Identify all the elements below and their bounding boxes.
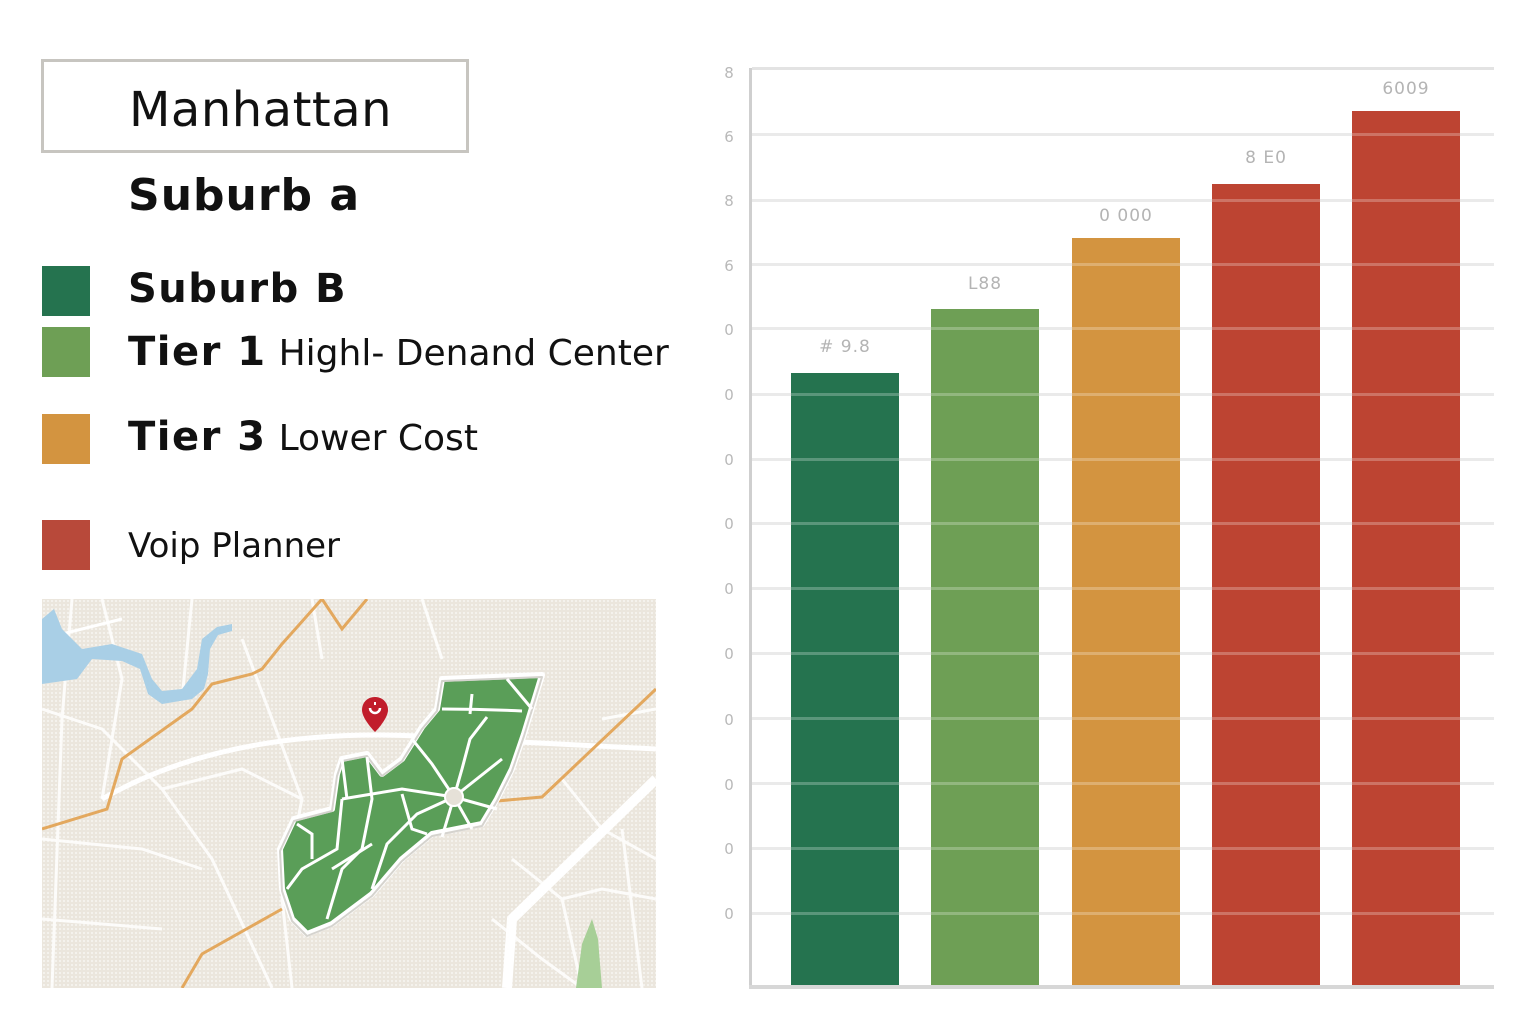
gridline-overlay	[752, 652, 1494, 655]
highlighted-district	[277, 672, 545, 937]
y-tick-label: 6	[724, 257, 734, 275]
district-map[interactable]	[42, 599, 656, 988]
legend-swatch	[42, 520, 90, 570]
gridline-overlay	[752, 522, 1494, 525]
y-tick-label: 0	[724, 645, 734, 663]
gridline-overlay	[752, 327, 1494, 330]
y-tick-label: 0	[724, 905, 734, 923]
gridline-overlay	[752, 133, 1494, 136]
gridline-overlay	[752, 263, 1494, 266]
legend-description: Lower Cost	[278, 418, 478, 459]
legend-item-tier-1: Tier 1 Highl- Denand Center	[42, 327, 669, 377]
legend-description: Highl- Denand Center	[278, 333, 669, 374]
bar-value-label: # 9.8	[819, 337, 871, 357]
bar-tier-3[interactable]	[1072, 238, 1180, 985]
legend-swatch	[42, 266, 90, 316]
gridline	[752, 133, 1494, 136]
highway	[42, 599, 656, 988]
legend-swatch	[42, 327, 90, 377]
bar-value-label: L88	[967, 274, 1003, 294]
bar-value-label: 8 E0	[1245, 148, 1287, 168]
subtitle: Suburb a	[128, 170, 361, 221]
gridline-overlay	[752, 458, 1494, 461]
gridline-overlay	[752, 782, 1494, 785]
bar-voip-planner-b[interactable]	[1352, 111, 1460, 985]
title-box: Manhattan	[41, 59, 469, 153]
bar-value-label: 0 000	[1099, 206, 1153, 226]
gridline-overlay	[752, 847, 1494, 850]
y-tick-label: 0	[724, 776, 734, 794]
gridline-overlay	[752, 717, 1494, 720]
river	[42, 609, 232, 704]
y-tick-label: 0	[724, 386, 734, 404]
y-tick-label: 0	[724, 580, 734, 598]
bar-suburb-b[interactable]	[791, 373, 899, 985]
legend-item-tier-3: Tier 3 Lower Cost	[42, 414, 478, 464]
legend-label: Voip Planner	[128, 526, 341, 566]
bar-chart: 8 6 8 6 0 0 0 0 0 0 0 0 0 0 # 9.8 L88 0 …	[700, 50, 1521, 1010]
legend-label: Suburb B	[128, 266, 348, 312]
gridline-overlay	[752, 199, 1494, 202]
y-tick-label: 0	[724, 840, 734, 858]
y-tick-label: 0	[724, 515, 734, 533]
legend-label: Tier 1	[128, 329, 267, 375]
bar-voip-planner-a[interactable]	[1212, 184, 1320, 985]
y-tick-label: 8	[724, 64, 734, 82]
chart-title: Manhattan	[129, 82, 393, 138]
y-axis	[749, 68, 752, 988]
gridline-overlay	[752, 393, 1494, 396]
bar-tier-1[interactable]	[931, 309, 1039, 985]
legend-swatch	[42, 414, 90, 464]
bar-value-label: 6009	[1382, 79, 1430, 99]
gridline-overlay	[752, 587, 1494, 590]
y-tick-label: 0	[724, 321, 734, 339]
y-tick-label: 0	[724, 451, 734, 469]
gridline	[752, 67, 1494, 70]
legend-label: Tier 3	[128, 414, 267, 460]
legend-item-voip-planner: Voip Planner	[42, 520, 340, 570]
y-tick-label: 8	[724, 192, 734, 210]
map-graphic	[42, 599, 656, 988]
y-tick-label: 6	[724, 128, 734, 146]
gridline-overlay	[752, 912, 1494, 915]
x-axis	[749, 985, 1494, 989]
location-pin-icon[interactable]	[362, 697, 388, 732]
park	[576, 919, 602, 988]
y-tick-label: 0	[724, 711, 734, 729]
legend-item-suburb-b: Suburb B	[42, 266, 346, 316]
gridline	[752, 199, 1494, 202]
